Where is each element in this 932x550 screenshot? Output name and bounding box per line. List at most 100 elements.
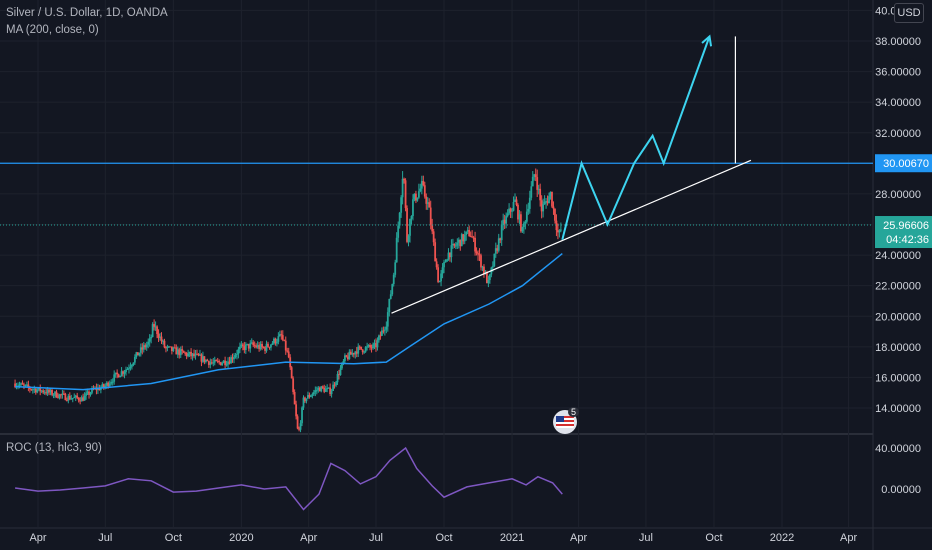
candle-body [30, 389, 33, 391]
candle-body [18, 384, 21, 386]
candle-body [151, 324, 154, 338]
candle-body [274, 338, 277, 344]
candle-body [451, 243, 454, 246]
candle-body [403, 178, 405, 181]
candle-body [311, 394, 314, 396]
candle-body [466, 230, 469, 232]
candle-body [107, 382, 110, 387]
candle-body [199, 354, 201, 356]
ma-200-line [15, 253, 563, 391]
us-flag-icon[interactable]: 5 [553, 407, 580, 434]
candle-body [517, 204, 519, 220]
candle-body [370, 347, 373, 349]
candle-body [77, 397, 80, 401]
candle-body [342, 360, 345, 363]
candle-body [129, 366, 132, 369]
candle-body [45, 392, 48, 394]
candle-body [70, 398, 73, 400]
projection-arrowhead [701, 34, 713, 47]
candle-body [131, 364, 133, 367]
candle-body [522, 223, 525, 228]
tag-text: 30.00670 [883, 158, 929, 170]
candle-body [221, 363, 224, 366]
candle-body [496, 248, 499, 251]
candle-body [449, 252, 451, 258]
candle-body [267, 343, 269, 347]
candle-body [150, 337, 153, 339]
candle-body [104, 385, 107, 388]
candle-body [465, 231, 468, 235]
candle-body [551, 191, 553, 207]
candle-body [308, 395, 311, 397]
candle-body [216, 360, 219, 362]
candle-body [338, 374, 340, 376]
candle-body [191, 353, 194, 357]
candle-body [367, 345, 370, 347]
candle-body [209, 362, 212, 365]
candle-body [244, 344, 247, 351]
candle-body [110, 382, 113, 384]
candle-body [85, 393, 87, 396]
candle-body [83, 395, 86, 401]
candle-body [178, 349, 181, 356]
candle-body [528, 197, 531, 209]
candle-body [58, 394, 61, 398]
candle-body [478, 254, 481, 256]
price-tick-label: 20.00000 [875, 311, 921, 323]
candle-body [354, 351, 357, 355]
candle-body [215, 360, 218, 362]
candle-body [265, 343, 268, 351]
candle-body [147, 341, 150, 345]
candle-body [320, 386, 323, 392]
candle-body [512, 202, 515, 211]
candle-body [400, 197, 403, 213]
candle-body [486, 272, 488, 284]
candle-body [505, 216, 508, 224]
candle-body [159, 336, 161, 338]
candle-body [264, 347, 266, 351]
candle-body [555, 220, 558, 231]
candle-body [65, 400, 68, 402]
candle-body [241, 344, 244, 347]
candle-body [438, 281, 441, 283]
candle-body [21, 383, 24, 385]
candle-body [218, 361, 221, 363]
candle-body [521, 227, 524, 232]
candle-body [160, 336, 163, 342]
projection-path [561, 36, 711, 241]
candle-body [206, 359, 209, 362]
candle-body [423, 185, 426, 197]
time-tick-label: Apr [29, 532, 46, 544]
candle-body [480, 255, 482, 268]
price-tick-label: 38.00000 [875, 36, 921, 48]
candle-body [557, 230, 559, 233]
candle-body [145, 344, 148, 348]
candle-body [240, 344, 243, 347]
candle-body [135, 352, 138, 357]
candle-body [176, 349, 179, 355]
candle-body [203, 356, 206, 362]
candle-body [500, 225, 503, 241]
currency-button[interactable]: USD [894, 3, 924, 23]
price-tick-label: 24.00000 [875, 250, 921, 262]
candle-body [197, 353, 200, 356]
candle-body [128, 368, 130, 370]
candle-body [392, 274, 395, 285]
candle-body [543, 201, 546, 205]
candle-body [332, 384, 334, 391]
candle-body [474, 237, 476, 252]
candle-body [219, 362, 222, 366]
candle-body [132, 362, 135, 365]
candle-body [28, 387, 31, 390]
candle-body [166, 346, 169, 348]
candle-body [23, 384, 25, 386]
candle-body [477, 253, 479, 255]
time-tick-label: 2022 [770, 532, 794, 544]
candle-body [431, 224, 434, 232]
candle-body [42, 390, 45, 393]
candle-body [280, 334, 283, 336]
candle-body [491, 266, 494, 268]
candle-body [120, 371, 123, 376]
candle-body [344, 355, 346, 361]
